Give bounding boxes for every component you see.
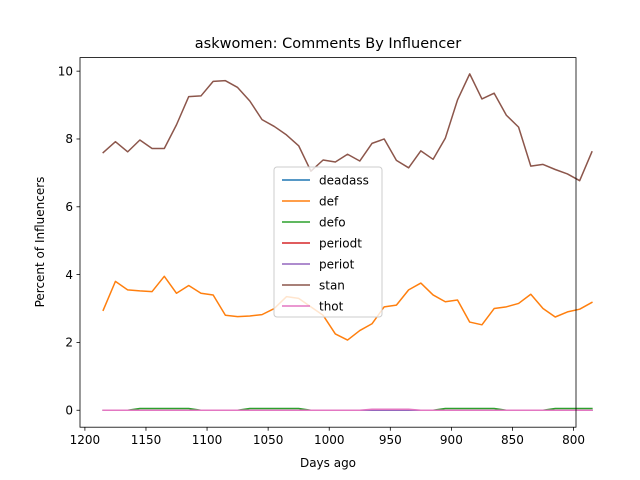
x-tick-label: 1200 <box>70 433 101 447</box>
y-tick-label: 2 <box>65 336 73 350</box>
x-axis-label: Days ago <box>300 456 356 470</box>
plot-frame <box>79 57 577 428</box>
y-tick-label: 8 <box>65 132 73 146</box>
x-tick-label: 1100 <box>192 433 223 447</box>
y-axis-label: Percent of Influencers <box>33 177 47 308</box>
y-tick-label: 0 <box>65 403 73 417</box>
x-tick-label: 950 <box>379 433 402 447</box>
y-axis: 0 2 4 6 8 10 <box>58 64 80 417</box>
x-tick-label: 1000 <box>314 433 345 447</box>
legend-box <box>273 166 383 318</box>
legend-label-stan: stan <box>319 278 345 292</box>
x-tick-label: 1050 <box>253 433 284 447</box>
legend-label-periot: periot <box>319 257 355 271</box>
x-tick-label: 850 <box>501 433 524 447</box>
chart-title: askwomen: Comments By Influencer <box>195 36 461 52</box>
plot-area <box>79 57 593 428</box>
series-line-stan <box>102 73 593 182</box>
legend-label-deadass: deadass <box>319 173 369 187</box>
legend-label-defo: defo <box>319 215 346 229</box>
legend-label-def: def <box>319 194 339 208</box>
y-tick-label: 10 <box>58 64 73 78</box>
x-tick-label: 1150 <box>131 433 162 447</box>
legend-label-thot: thot <box>319 299 344 313</box>
series-line-thot <box>102 408 593 411</box>
x-axis: 1200 1150 1100 1050 1000 950 900 850 800 <box>70 427 585 447</box>
series-line-def <box>102 275 593 341</box>
y-tick-label: 4 <box>65 268 73 282</box>
x-tick-label: 800 <box>562 433 585 447</box>
x-tick-label: 900 <box>440 433 463 447</box>
y-tick-label: 6 <box>65 200 73 214</box>
legend-label-periodt: periodt <box>319 236 362 250</box>
legend: deadass def defo periodt periot stan thot <box>273 166 383 318</box>
